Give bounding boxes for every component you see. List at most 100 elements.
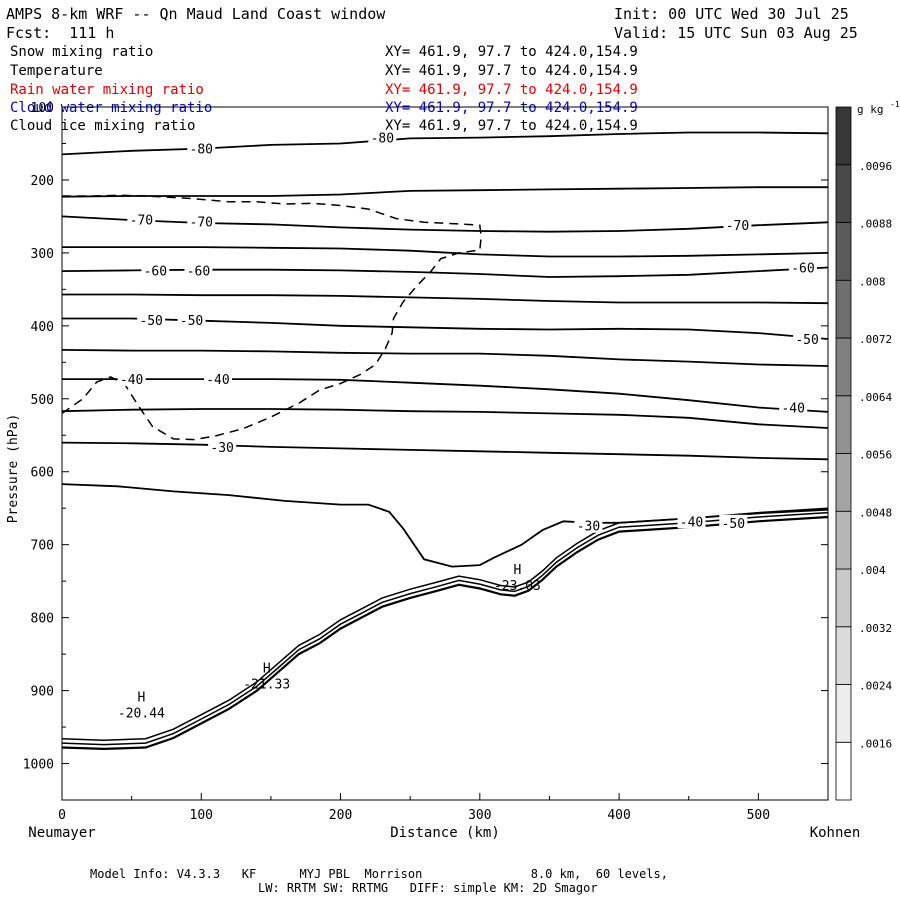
snow-contour [61, 194, 482, 441]
x-axis-label: Distance (km) [390, 825, 500, 841]
colorbar-label: .0016 [859, 737, 892, 750]
plot-frame [61, 106, 829, 801]
field-snow-xy: XY= 461.9, 97.7 to 424.0,154.9 [385, 44, 638, 60]
field-temperature-xy: XY= 461.9, 97.7 to 424.0,154.9 [385, 63, 638, 79]
terrain-layer [61, 507, 829, 751]
field-cloud-water-xy: XY= 461.9, 97.7 to 424.0,154.9 [385, 100, 638, 116]
x-tick-label: 400 [607, 808, 630, 823]
colorbar-label: .0096 [859, 160, 892, 173]
contour-label-bg [788, 259, 817, 275]
high-value: -20.44 [118, 707, 165, 722]
colorbar-label: .0048 [859, 506, 892, 519]
x-tick-label: 200 [329, 808, 352, 823]
colorbar-swatch [835, 106, 852, 166]
isotherm-40 [62, 378, 829, 413]
terrain-line [61, 511, 829, 746]
contour-label: -50 [722, 517, 745, 532]
y-tick-label: 800 [31, 612, 54, 627]
colorbar-label: .0088 [859, 218, 892, 231]
contour-label: -70 [130, 213, 153, 228]
contour-label-bg [127, 211, 156, 227]
terrain-line [61, 507, 829, 741]
colorbar-swatch [835, 395, 852, 454]
colorbar-label: .004 [859, 564, 886, 577]
forecast-hour: Fcst: 111 h [6, 24, 115, 42]
colorbar-swatch [835, 510, 852, 570]
colorbar-label: .008 [859, 275, 886, 288]
contour-label: -40 [680, 515, 703, 530]
x-end-label: Kohnen [810, 825, 861, 841]
colorbar-swatch [835, 222, 852, 281]
contour-label-bg [574, 517, 603, 533]
colorbar-swatch [835, 279, 852, 339]
model-info-line1: Model Info: V4.3.3 KF MYJ PBL Morrison 8… [90, 867, 668, 881]
plot-border [61, 106, 829, 801]
x-tick-label: 100 [190, 808, 213, 823]
colorbar-label: .0056 [859, 449, 892, 462]
contour-label-bg [187, 213, 216, 229]
isotherm-45 [61, 349, 829, 367]
valid-time: Valid: 15 UTC Sun 03 Aug 25 [614, 24, 858, 42]
field-rain-name: Rain water mixing ratio [10, 82, 204, 98]
contour-label-bg [368, 129, 397, 145]
colorbar-swatch [835, 164, 852, 223]
y-tick-label: 200 [31, 174, 54, 189]
contour-label-layer: -80 -80 -70 -70 -70 -60 -60 -60 -50 -50 -50 -40 -40 -… [117, 129, 822, 722]
isotherm-50 [62, 317, 829, 340]
contour-label-bg [208, 438, 237, 454]
x-tick-label: 500 [747, 808, 770, 823]
contour-label-bg [117, 371, 146, 387]
contour-label-bg [137, 312, 166, 328]
isotherm-35 [61, 408, 829, 429]
contour-label-bg [793, 330, 822, 346]
high-marker: H [263, 661, 271, 676]
field-temperature-name: Temperature [10, 63, 103, 79]
colorbar-swatch [835, 568, 852, 628]
contour-label-bg [677, 513, 706, 529]
axes-layer: 100 200 300 400 500 600 700 800 900 1000 0 100 200 30… [6, 101, 860, 841]
contour-label-bg [723, 217, 752, 233]
snow-layer [61, 194, 482, 441]
isotherm-65 [62, 246, 829, 258]
contour-label: -70 [190, 216, 213, 231]
init-time: Init: 00 UTC Wed 30 Jul 25 [614, 5, 849, 23]
y-tick-label: 900 [31, 685, 54, 700]
x-tick-label: 0 [58, 808, 66, 823]
isotherm-30 [61, 441, 829, 461]
contour-label: -60 [144, 264, 167, 279]
contour-label: -60 [187, 264, 210, 279]
contour-label-bg [719, 514, 748, 530]
high-marker: H [514, 563, 522, 578]
high-value: -23.03 [494, 579, 541, 594]
y-tick-label: 1000 [23, 758, 54, 773]
terrain-line [61, 515, 829, 751]
colorbar-label: .0072 [859, 333, 892, 346]
contour-label: -80 [190, 143, 213, 158]
contour-label-bg [177, 312, 206, 328]
field-cloud-ice-name: Cloud ice mixing ratio [10, 118, 196, 134]
contour-label: -40 [206, 373, 229, 388]
y-tick-label: 500 [31, 393, 54, 408]
y-tick-label: 300 [31, 247, 54, 262]
colorbar-swatch [835, 337, 852, 397]
contour-label: -50 [180, 314, 203, 329]
contour-label-bg [187, 140, 216, 156]
contour-label: -70 [726, 219, 749, 234]
y-tick-label: 100 [31, 101, 54, 116]
contour-label-bg [779, 399, 808, 415]
colorbar-unit-exp: -1 [890, 100, 900, 109]
colorbar-unit: g kg [857, 103, 884, 116]
field-cloud-water-name: Cloud water mixing ratio [10, 100, 213, 116]
contour-label-bg [184, 262, 213, 278]
y-axis-label: Pressure (hPa) [6, 414, 21, 524]
colorbar-label: .0024 [859, 680, 892, 693]
contour-label: -40 [120, 373, 143, 388]
isotherm-60 [61, 266, 829, 278]
y-tick-label: 600 [31, 466, 54, 481]
colorbar-swatch [835, 453, 852, 512]
isotherm-25 [61, 483, 829, 568]
x-start-label: Neumayer [28, 825, 95, 841]
chart-title: AMPS 8-km WRF -- Qn Maud Land Coast wind… [6, 5, 386, 23]
high-value: -21.33 [243, 677, 290, 692]
